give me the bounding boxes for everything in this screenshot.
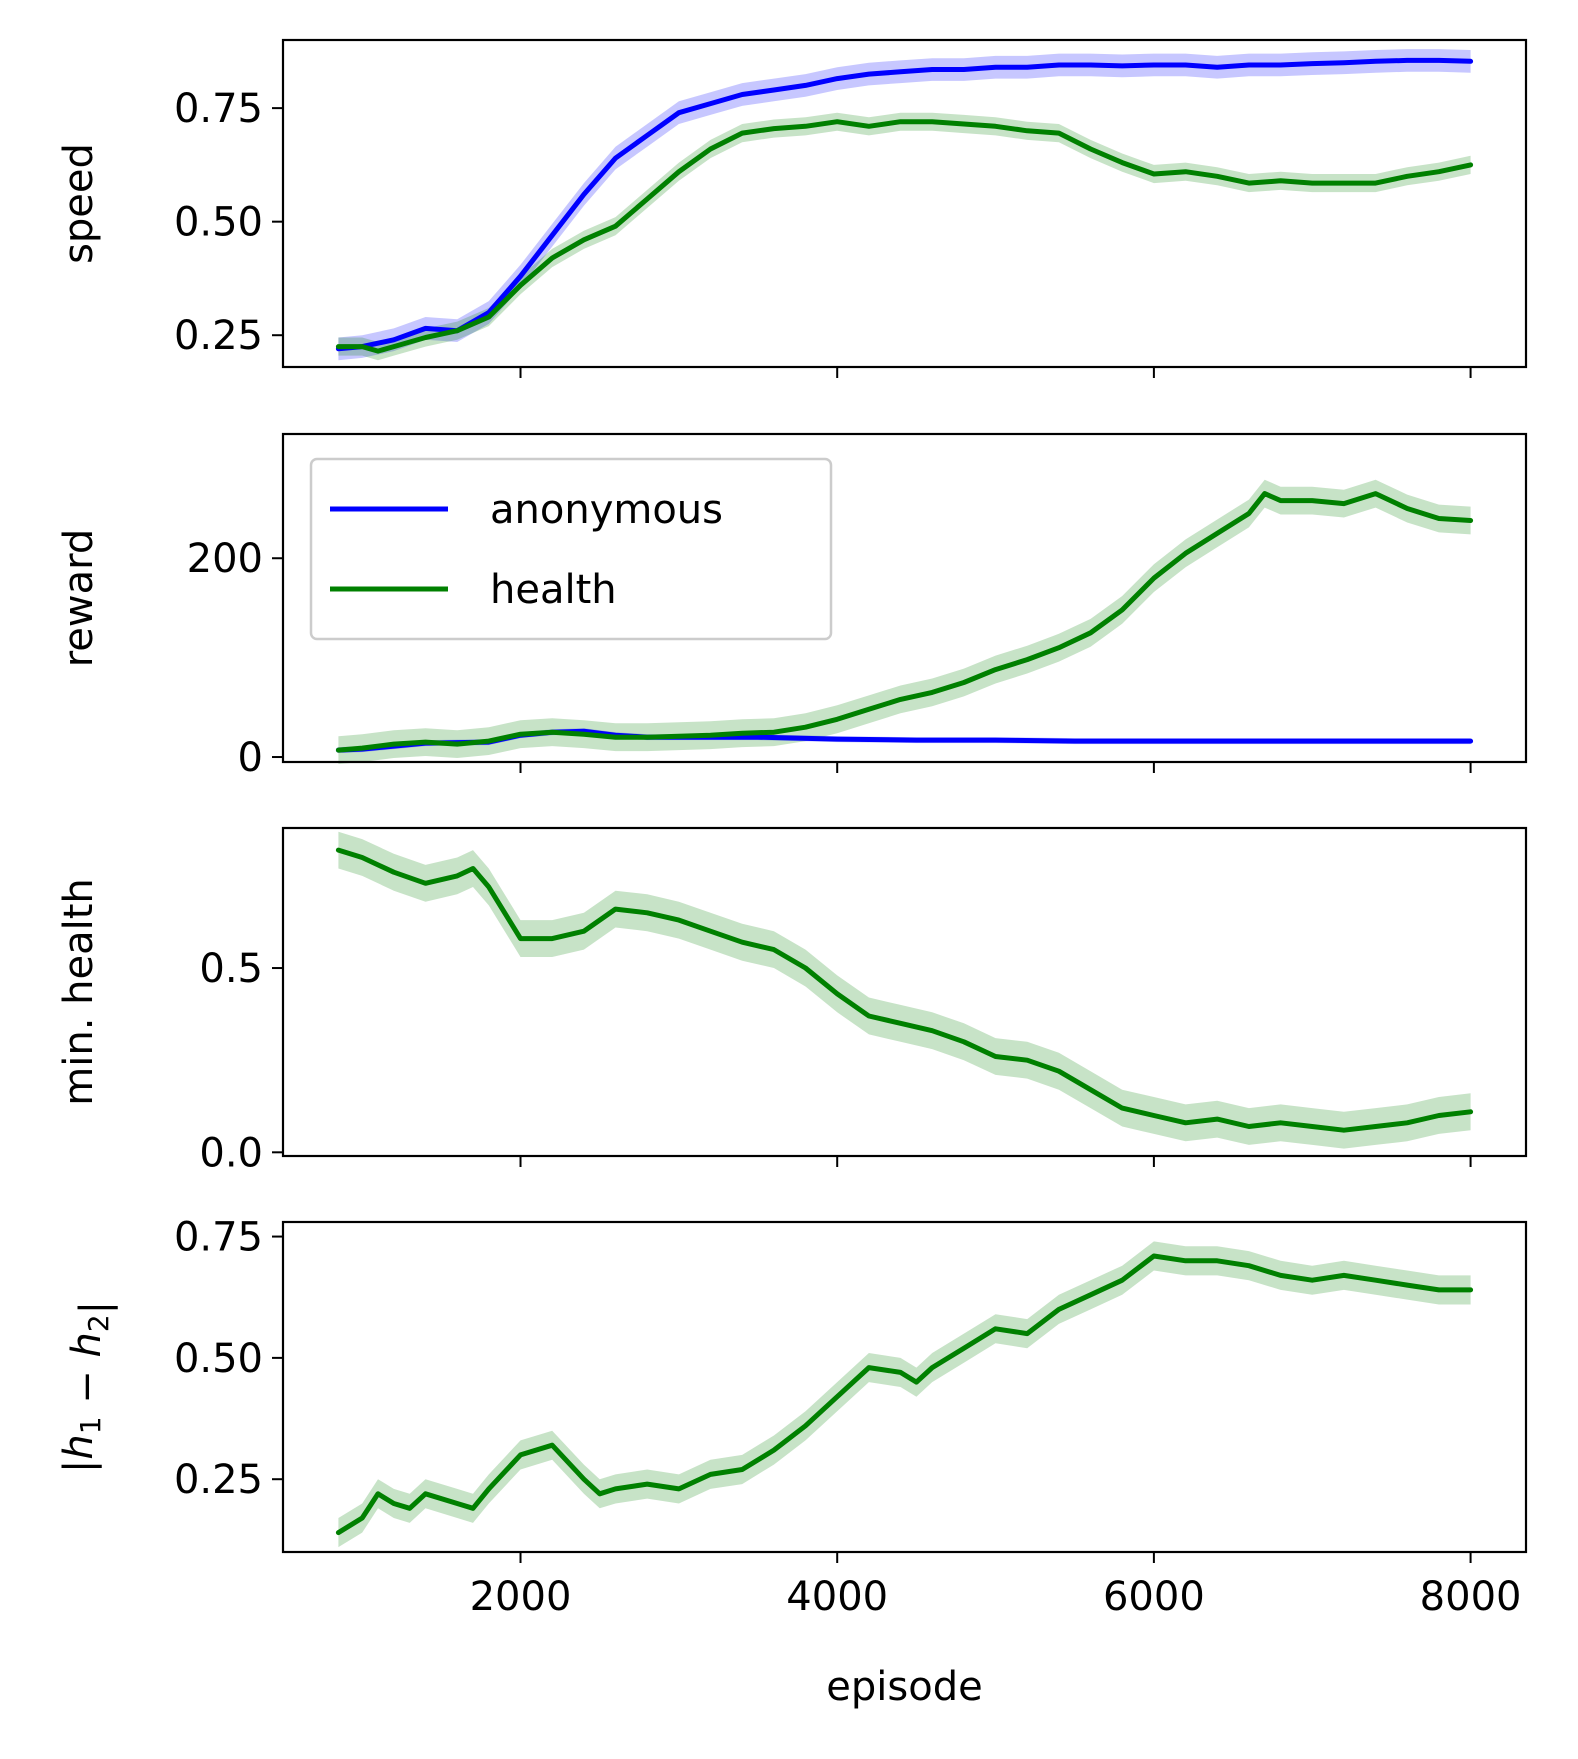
min_health-ylabel: min. health	[56, 878, 102, 1105]
min_health-health-band	[338, 831, 1471, 1149]
reward-axes-frame	[281, 432, 1528, 764]
panel-reward: 0 200 reward	[56, 432, 1528, 781]
speed-ylabel: speed	[56, 143, 102, 264]
speed-health-band	[338, 112, 1471, 361]
h_diff-ytick-label: 0.75	[174, 1215, 263, 1261]
legend-label-health: health	[490, 567, 617, 613]
speed-ytick-label: 0.25	[174, 313, 263, 359]
h_diff-ylabel: |h1 − h2|	[56, 1301, 118, 1473]
speed-anonymous-line	[335, 57, 1474, 352]
panel-speed: 0.25 0.50 0.75 speed	[56, 38, 1528, 378]
xtick-label: 4000	[786, 1574, 888, 1620]
reward-health-line	[335, 491, 1474, 753]
h_diff-health-line	[335, 1253, 1474, 1536]
speed-axes-frame	[281, 38, 1528, 369]
panel-h_diff: 0.25 0.50 0.75 2000 4000 6000 8000 |h1 − h2|	[56, 1215, 1528, 1620]
speed-anonymous-band	[338, 49, 1471, 361]
panels: 0.25 0.50 0.75 speed 0 200 reward 0.0 0.5 min. he…	[56, 38, 1528, 1620]
xtick-label: 6000	[1103, 1574, 1205, 1620]
h_diff-ytick-label: 0.25	[174, 1457, 263, 1503]
xtick-label: 2000	[470, 1574, 572, 1620]
h_diff-health-band	[338, 1241, 1471, 1548]
h_diff-ytick-label: 0.50	[174, 1336, 263, 1382]
x-axis-title: episode	[826, 1664, 982, 1710]
legend-label-anonymous: anonymous	[490, 487, 723, 533]
min_health-ytick-label: 0.5	[199, 946, 263, 992]
h_diff-axes-frame	[281, 1220, 1528, 1554]
reward-ylabel: reward	[56, 529, 102, 668]
min_health-health-line	[335, 847, 1474, 1133]
min_health-ytick-label: 0.0	[199, 1130, 263, 1176]
min_health-axes-frame	[281, 826, 1528, 1158]
legend: anonymous health	[309, 457, 833, 641]
panel-min_health: 0.0 0.5 min. health	[56, 826, 1528, 1176]
reward-ytick-label: 0	[238, 735, 263, 781]
speed-ytick-label: 0.50	[174, 200, 263, 246]
xtick-label: 8000	[1420, 1574, 1522, 1620]
reward-ytick-label: 200	[187, 536, 263, 582]
speed-health-line	[335, 119, 1474, 354]
legend-frame	[309, 457, 833, 641]
speed-ytick-label: 0.75	[174, 86, 263, 132]
